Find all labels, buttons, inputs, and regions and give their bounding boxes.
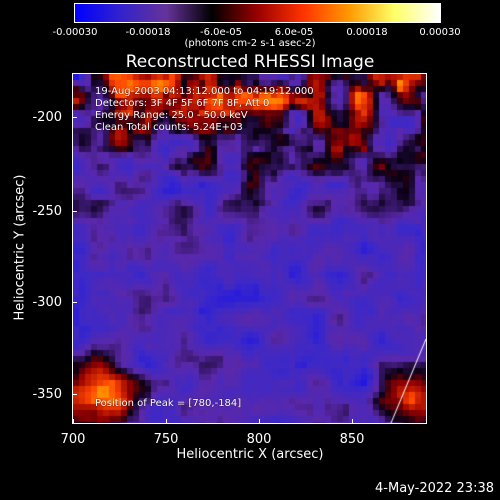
y-tick-mark — [73, 117, 77, 118]
colorbar-tick: -0.00030 — [52, 27, 98, 38]
plot-title: Reconstructed RHESSI Image — [125, 52, 375, 72]
y-tick-label: -200 — [32, 110, 62, 125]
info-time: 19-Aug-2003 04:13:12.000 to 04:19:12.000 — [95, 86, 314, 97]
y-axis-label: Heliocentric Y (arcsec) — [12, 174, 28, 321]
y-tick-mark — [73, 394, 77, 395]
x-tick-label: 850 — [339, 432, 365, 447]
y-tick-mark — [73, 211, 77, 212]
x-tick-mark — [259, 419, 260, 423]
x-tick-label: 700 — [60, 432, 86, 447]
x-tick-mark — [352, 419, 353, 423]
y-tick-mark — [73, 302, 77, 303]
x-tick-label: 750 — [153, 432, 179, 447]
y-tick-label: -350 — [32, 387, 62, 402]
heatmap-plot — [72, 73, 427, 424]
y-tick-label: -250 — [32, 204, 62, 219]
date-stamp: 4-May-2022 23:38 — [375, 481, 494, 496]
colorbar-tick: 0.00030 — [419, 27, 461, 38]
colorbar-tick: 0.00018 — [346, 27, 388, 38]
info-peak: Position of Peak = [780,-184] — [95, 398, 242, 409]
colorbar — [74, 3, 441, 23]
colorbar-tick: 6.0e-05 — [274, 27, 314, 38]
colorbar-tick: -6.0e-05 — [200, 27, 242, 38]
colorbar-tick: -0.00018 — [125, 27, 171, 38]
x-axis-label: Heliocentric X (arcsec) — [176, 447, 324, 462]
x-tick-mark — [73, 419, 74, 423]
y-tick-label: -300 — [32, 295, 62, 310]
info-detectors: Detectors: 3F 4F 5F 6F 7F 8F, Att 0 — [95, 98, 270, 109]
heatmap-canvas — [73, 74, 426, 423]
x-tick-label: 800 — [246, 432, 272, 447]
x-tick-mark — [166, 419, 167, 423]
colorbar-label: (photons cm-2 s-1 asec-2) — [184, 38, 316, 49]
info-energy: Energy Range: 25.0 - 50.0 keV — [95, 110, 248, 121]
info-clean: Clean Total counts: 5.24E+03 — [95, 122, 243, 133]
